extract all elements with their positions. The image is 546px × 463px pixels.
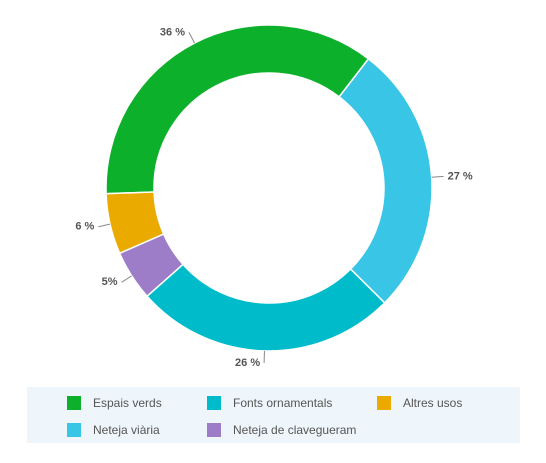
legend-swatch bbox=[67, 396, 81, 410]
data-label: 6 % bbox=[75, 221, 94, 233]
legend-label: Neteja de clavegueram bbox=[233, 423, 357, 437]
slice bbox=[105, 24, 370, 195]
leader-line bbox=[188, 32, 195, 44]
legend-label: Fonts ornamentals bbox=[233, 396, 333, 410]
leader-line bbox=[98, 223, 111, 228]
data-label: 27 % bbox=[448, 170, 473, 182]
legend-item[interactable]: Neteja viària bbox=[67, 422, 207, 438]
legend-item[interactable]: Espais verds bbox=[67, 395, 207, 411]
legend-swatch bbox=[377, 396, 391, 410]
slice bbox=[338, 57, 433, 304]
legend: Espais verds Neteja viària Fonts ornamenta… bbox=[27, 387, 520, 443]
leader-line bbox=[121, 275, 132, 283]
data-label: 5% bbox=[102, 276, 118, 288]
legend-item[interactable]: Fonts ornamentals bbox=[207, 395, 377, 411]
data-label: 36 % bbox=[160, 26, 185, 38]
legend-label: Neteja viària bbox=[93, 423, 160, 437]
slice bbox=[146, 263, 386, 352]
legend-swatch bbox=[67, 423, 81, 437]
data-label: 26 % bbox=[235, 357, 260, 369]
legend-item[interactable]: Neteja de clavegueram bbox=[207, 422, 377, 438]
legend-label: Espais verds bbox=[93, 396, 162, 410]
legend-swatch bbox=[207, 423, 221, 437]
legend-item[interactable]: Altres usos bbox=[377, 395, 517, 411]
leader-line bbox=[431, 175, 444, 178]
chart: 36 % 27 % 26 % 5% 6 % bbox=[75, 24, 473, 369]
legend-swatch bbox=[207, 396, 221, 410]
slice bbox=[105, 191, 165, 255]
legend-label: Altres usos bbox=[403, 396, 463, 410]
